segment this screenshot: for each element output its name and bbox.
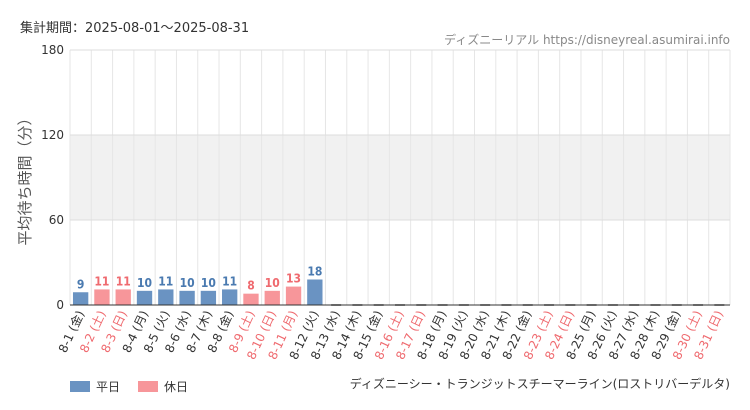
bar-value-label: 10 — [180, 276, 195, 290]
legend: 平日 休日 — [70, 378, 206, 395]
period-label: 集計期間：2025-08-01～2025-08-31 — [20, 21, 250, 36]
bar-value-label: 10 — [201, 276, 216, 290]
bar-value-label: 13 — [286, 272, 301, 286]
bar-value-label: 10 — [137, 276, 152, 290]
chart-vertical-grid — [69, 50, 731, 305]
bar-value-label: 11 — [116, 274, 131, 288]
bar-value-label: 11 — [158, 274, 173, 288]
source-label: ディズニーリアル https://disneyreal.asumirai.inf… — [444, 33, 730, 47]
legend-label-weekday: 平日 — [96, 380, 121, 394]
bar-8-6 (水) — [179, 290, 195, 305]
chart-band-60-120 — [70, 135, 730, 220]
bar-value-label: 8 — [247, 279, 255, 293]
bar-value-label: 10 — [265, 276, 280, 290]
legend-swatch-weekday — [70, 381, 90, 392]
bar-8-12 (火) — [307, 279, 323, 305]
bar-8-10 (日) — [264, 290, 280, 305]
legend-item-holiday[interactable]: 休日 — [138, 378, 188, 395]
bar-value-label: 9 — [77, 277, 85, 291]
y-tick-label: 180 — [41, 43, 64, 57]
bar-8-7 (木) — [200, 290, 217, 305]
legend-swatch-holiday — [138, 381, 159, 392]
bar-value-label: 11 — [94, 274, 109, 288]
bar-8-11 (月) — [285, 286, 302, 305]
y-tick-label: 120 — [41, 128, 64, 142]
bar-8-1 (金) — [72, 292, 89, 305]
bar-value-label: 11 — [222, 274, 237, 288]
y-axis-ticks: 0 60 120 180 — [41, 43, 64, 312]
x-axis-ticks: 8-1 (金)8-2 (土)8-3 (日)8-4 (月)8-5 (火)8-6 (… — [55, 308, 726, 362]
chart-horizontal-grid — [70, 49, 730, 221]
bar-8-2 (土) — [94, 289, 110, 305]
bar-8-9 (土) — [243, 293, 259, 305]
bar-8-4 (月) — [136, 290, 153, 305]
attraction-name: ディズニーシー・トランジットスチーマーライン(ロストリバーデルタ) — [349, 377, 730, 391]
y-tick-label: 0 — [56, 298, 64, 312]
bar-8-3 (日) — [115, 289, 131, 305]
y-axis-label: 平均待ち時間（分） — [16, 110, 34, 245]
chart-bands — [70, 135, 730, 220]
legend-label-holiday: 休日 — [164, 380, 189, 394]
y-tick-label: 60 — [49, 213, 64, 227]
chart-data-labels: 9 11 11 10 11 10 10 11 8 10 13 18 — [77, 265, 322, 293]
bar-value-label: 18 — [307, 265, 322, 279]
bar-8-8 (金) — [222, 289, 238, 305]
legend-item-weekday[interactable]: 平日 — [70, 378, 120, 395]
bar-8-5 (火) — [158, 289, 174, 305]
